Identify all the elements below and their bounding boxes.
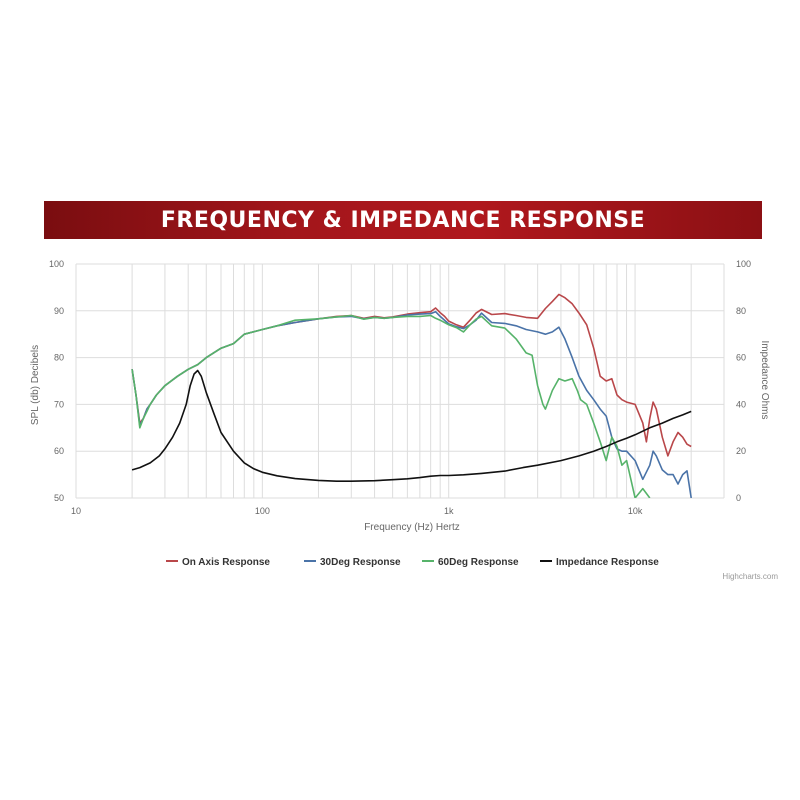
- plot-area: [131, 293, 692, 498]
- y-tick-label-right: 60: [736, 353, 746, 363]
- y-tick-label-left: 70: [54, 399, 64, 409]
- y-tick-label-left: 100: [49, 259, 64, 269]
- legend-label-60deg-response: 60Deg Response: [438, 557, 519, 568]
- y-tick-label-left: 90: [54, 306, 64, 316]
- 60deg-responseline: [131, 314, 651, 498]
- y-tick-label-right: 80: [736, 306, 746, 316]
- y-tick-label-left: 50: [54, 493, 64, 503]
- y-tick-label-right: 40: [736, 399, 746, 409]
- y-tick-label-right: 0: [736, 493, 741, 503]
- legend-label-on-axis-response: On Axis Response: [182, 557, 270, 568]
- frequency-impedance-chart: 50 60 70 80 90 100 0 20 40 60 80 100 10 100 1k 10k SPL …: [30, 259, 778, 581]
- legend: On Axis Response 30Deg Response 60Deg Resp…: [166, 557, 659, 568]
- y-tick-label-left: 60: [54, 446, 64, 456]
- impedance-responseline: [131, 369, 692, 482]
- x-tick-label: 1k: [444, 506, 454, 516]
- y-axis-title-right: Impedance Ohms: [759, 341, 770, 420]
- x-tick-label: 10k: [628, 506, 643, 516]
- axes: 50 60 70 80 90 100 0 20 40 60 80 100 10 100 1k 10k: [49, 259, 751, 516]
- credit-label[interactable]: Highcharts.com: [722, 572, 778, 581]
- chart-title-banner: FREQUENCY & IMPEDANCE RESPONSE: [44, 201, 762, 239]
- y-tick-label-right: 20: [736, 446, 746, 456]
- y-tick-label-right: 100: [736, 259, 751, 269]
- legend-label-impedance-response: Impedance Response: [556, 557, 659, 568]
- y-tick-label-left: 80: [54, 353, 64, 363]
- on-axis-responseline: [131, 293, 692, 457]
- legend-label-30deg-response: 30Deg Response: [320, 557, 401, 568]
- x-tick-label: 100: [255, 506, 270, 516]
- chart-title: FREQUENCY & IMPEDANCE RESPONSE: [160, 207, 646, 233]
- x-axis-title: Frequency (Hz) Hertz: [364, 522, 460, 533]
- x-tick-label: 10: [71, 506, 81, 516]
- y-axis-title-left: SPL (db) Decibels: [30, 345, 41, 425]
